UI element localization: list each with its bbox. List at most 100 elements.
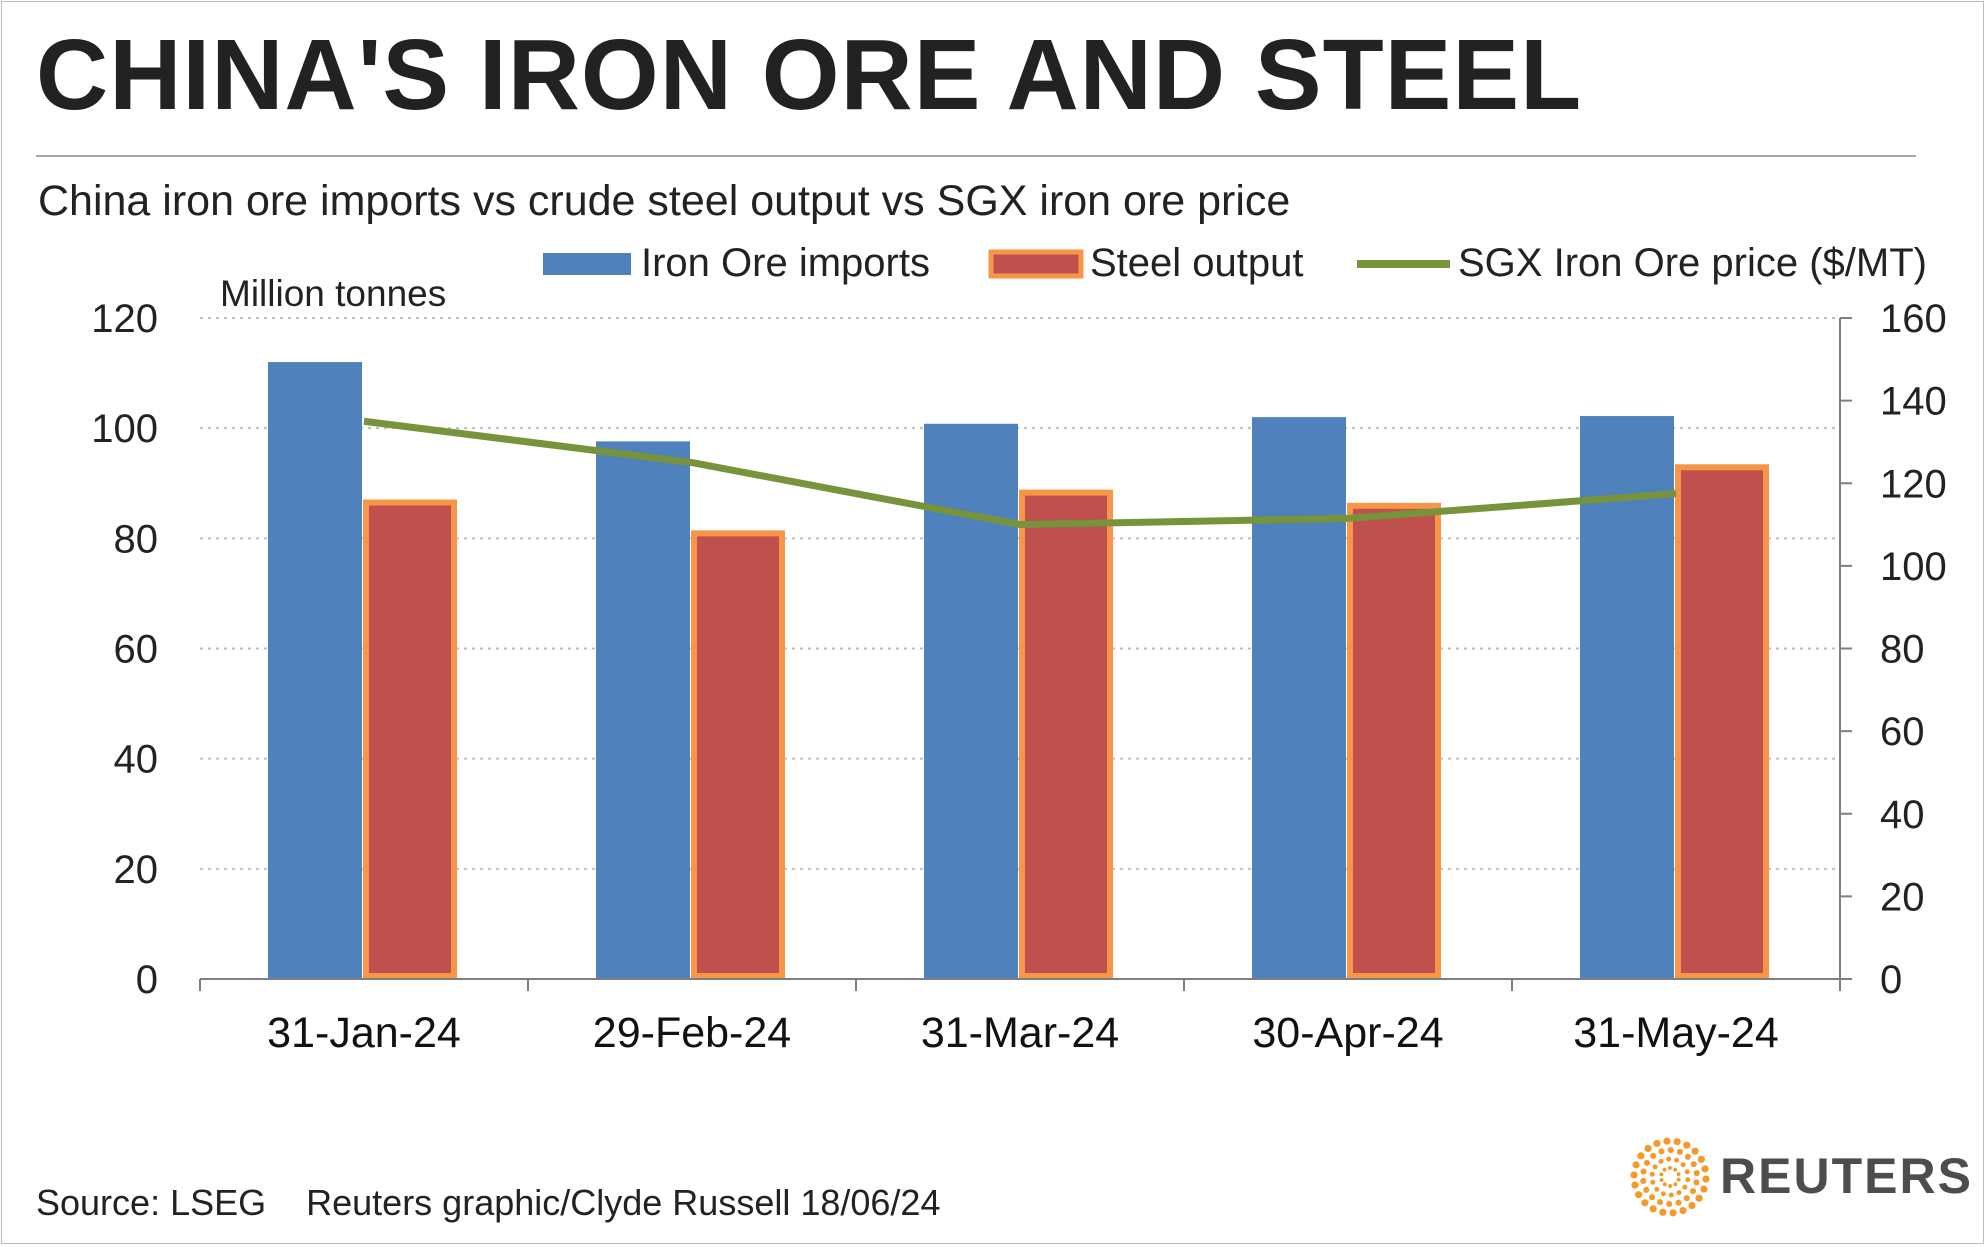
right-axis-tick-label: 160 xyxy=(1880,297,1947,341)
logo-dot xyxy=(1631,1181,1639,1189)
logo-dot xyxy=(1637,1152,1645,1160)
logo-dot xyxy=(1663,1137,1671,1145)
logo-dot xyxy=(1650,1179,1656,1185)
axes xyxy=(199,317,1852,991)
logo-dot xyxy=(1668,1184,1673,1188)
left-axis-tick-label: 40 xyxy=(114,738,159,782)
right-axis-tick-label: 60 xyxy=(1880,710,1925,754)
gridlines xyxy=(200,317,1840,870)
right-axis-tick-label: 20 xyxy=(1880,875,1925,919)
source-note: Source: LSEG Reuters graphic/Clyde Russe… xyxy=(36,1182,941,1223)
steel-output-bar xyxy=(1675,464,1769,979)
logo-dot xyxy=(1652,1164,1658,1170)
left-axis-tick-label: 80 xyxy=(114,517,159,561)
logo-dot xyxy=(1676,1177,1681,1182)
logo-dot xyxy=(1693,1179,1700,1186)
x-axis-category-label: 31-Mar-24 xyxy=(921,1009,1119,1057)
sgx-price-line xyxy=(363,417,1677,529)
logo-dot xyxy=(1632,1161,1640,1169)
logo-dot xyxy=(1658,1158,1664,1164)
steel-output-bar xyxy=(1019,489,1113,979)
legend-label-imports: Iron Ore imports xyxy=(641,241,930,285)
logo-dot xyxy=(1649,1205,1657,1213)
logo-dot xyxy=(1676,1190,1682,1196)
logo-dot xyxy=(1649,1194,1656,1201)
right-axis-tick-label: 100 xyxy=(1880,545,1947,589)
legend-swatch-imports xyxy=(543,253,631,275)
steel-output-bar xyxy=(363,499,457,979)
logo-dot xyxy=(1683,1141,1691,1149)
logo-dot xyxy=(1673,1138,1681,1146)
tick-labels: 0 20 40 60 80 100 120 0 20 40 60 80 100 120 140 160 31-J… xyxy=(91,273,1947,1057)
logo-dot xyxy=(1667,1146,1674,1154)
logo-dot xyxy=(1676,1172,1681,1177)
logo-dot xyxy=(1654,1186,1660,1192)
logo-dot xyxy=(1640,1168,1647,1175)
logo-dot xyxy=(1641,1199,1649,1207)
logo-dot xyxy=(1658,1148,1665,1155)
logo-dot xyxy=(1649,1171,1655,1177)
logo-dot xyxy=(1697,1155,1705,1163)
logo-dot xyxy=(1666,1200,1673,1208)
iron-ore-imports-bar xyxy=(1580,416,1674,979)
legend-swatch-steel xyxy=(988,249,1084,279)
brand-name: REUTERS xyxy=(1720,1148,1973,1204)
logo-dot xyxy=(1673,1167,1678,1172)
left-axis-unit-label: Million tonnes xyxy=(220,273,446,314)
logo-dot xyxy=(1690,1161,1697,1168)
logo-dot xyxy=(1673,1182,1678,1187)
price-line-series xyxy=(363,417,1677,529)
left-axis-tick-label: 60 xyxy=(114,628,159,672)
logo-dot xyxy=(1675,1199,1682,1206)
logo-dot xyxy=(1635,1191,1643,1199)
steel-output-bar xyxy=(1347,502,1441,979)
steel-output-bar xyxy=(691,530,785,980)
logo-dot xyxy=(1676,1148,1683,1155)
legend: Iron Ore imports Steel output SGX Iron Ore… xyxy=(543,241,1927,285)
logo-dot xyxy=(1669,1209,1677,1217)
logo-dot xyxy=(1684,1153,1691,1160)
x-axis-category-label: 30-Apr-24 xyxy=(1252,1009,1443,1057)
page-title: CHINA'S IRON ORE AND STEEL xyxy=(36,19,1583,131)
logo-dot xyxy=(1643,1159,1651,1166)
iron-ore-imports-bar xyxy=(1252,417,1346,979)
logo-dot xyxy=(1659,1177,1664,1182)
logo-dot xyxy=(1684,1169,1690,1175)
logo-dot xyxy=(1688,1201,1696,1210)
logo-dot xyxy=(1679,1206,1687,1215)
logo-dot xyxy=(1660,1191,1666,1197)
logo-dot xyxy=(1662,1182,1667,1187)
logo-dot xyxy=(1683,1195,1690,1202)
logo-dot xyxy=(1689,1188,1697,1195)
logo-dot xyxy=(1674,1157,1680,1163)
logo-dot xyxy=(1659,1208,1667,1216)
chart-subtitle: China iron ore imports vs crude steel ou… xyxy=(38,177,1291,225)
logo-dot xyxy=(1643,1186,1650,1193)
logo-dot xyxy=(1680,1162,1686,1168)
right-axis-tick-label: 80 xyxy=(1880,628,1925,672)
logo-dot xyxy=(1650,1152,1657,1159)
logo-dot xyxy=(1667,1166,1672,1170)
reuters-dots-logo-icon xyxy=(1630,1137,1710,1217)
left-axis-tick-label: 0 xyxy=(136,958,158,1002)
legend-label-price: SGX Iron Ore price ($/MT) xyxy=(1458,241,1927,285)
right-axis-tick-label: 120 xyxy=(1880,462,1947,506)
iron-ore-imports-bar xyxy=(268,362,362,980)
left-axis-tick-label: 20 xyxy=(114,848,159,892)
right-axis-tick-label: 0 xyxy=(1880,958,1902,1002)
logo-dot xyxy=(1691,1147,1699,1155)
logo-dot xyxy=(1666,1156,1672,1162)
logo-dot xyxy=(1630,1171,1638,1179)
right-axis-tick-label: 140 xyxy=(1880,380,1947,424)
legend-label-steel: Steel output xyxy=(1090,241,1304,285)
x-axis-category-label: 29-Feb-24 xyxy=(593,1009,791,1057)
title-divider xyxy=(36,155,1916,157)
iron-ore-imports-bar xyxy=(596,441,690,979)
logo-dot xyxy=(1640,1177,1647,1185)
logo-dot xyxy=(1682,1184,1688,1190)
logo-dot xyxy=(1693,1169,1700,1177)
logo-dot xyxy=(1700,1185,1708,1193)
x-axis-category-label: 31-Jan-24 xyxy=(267,1009,461,1057)
